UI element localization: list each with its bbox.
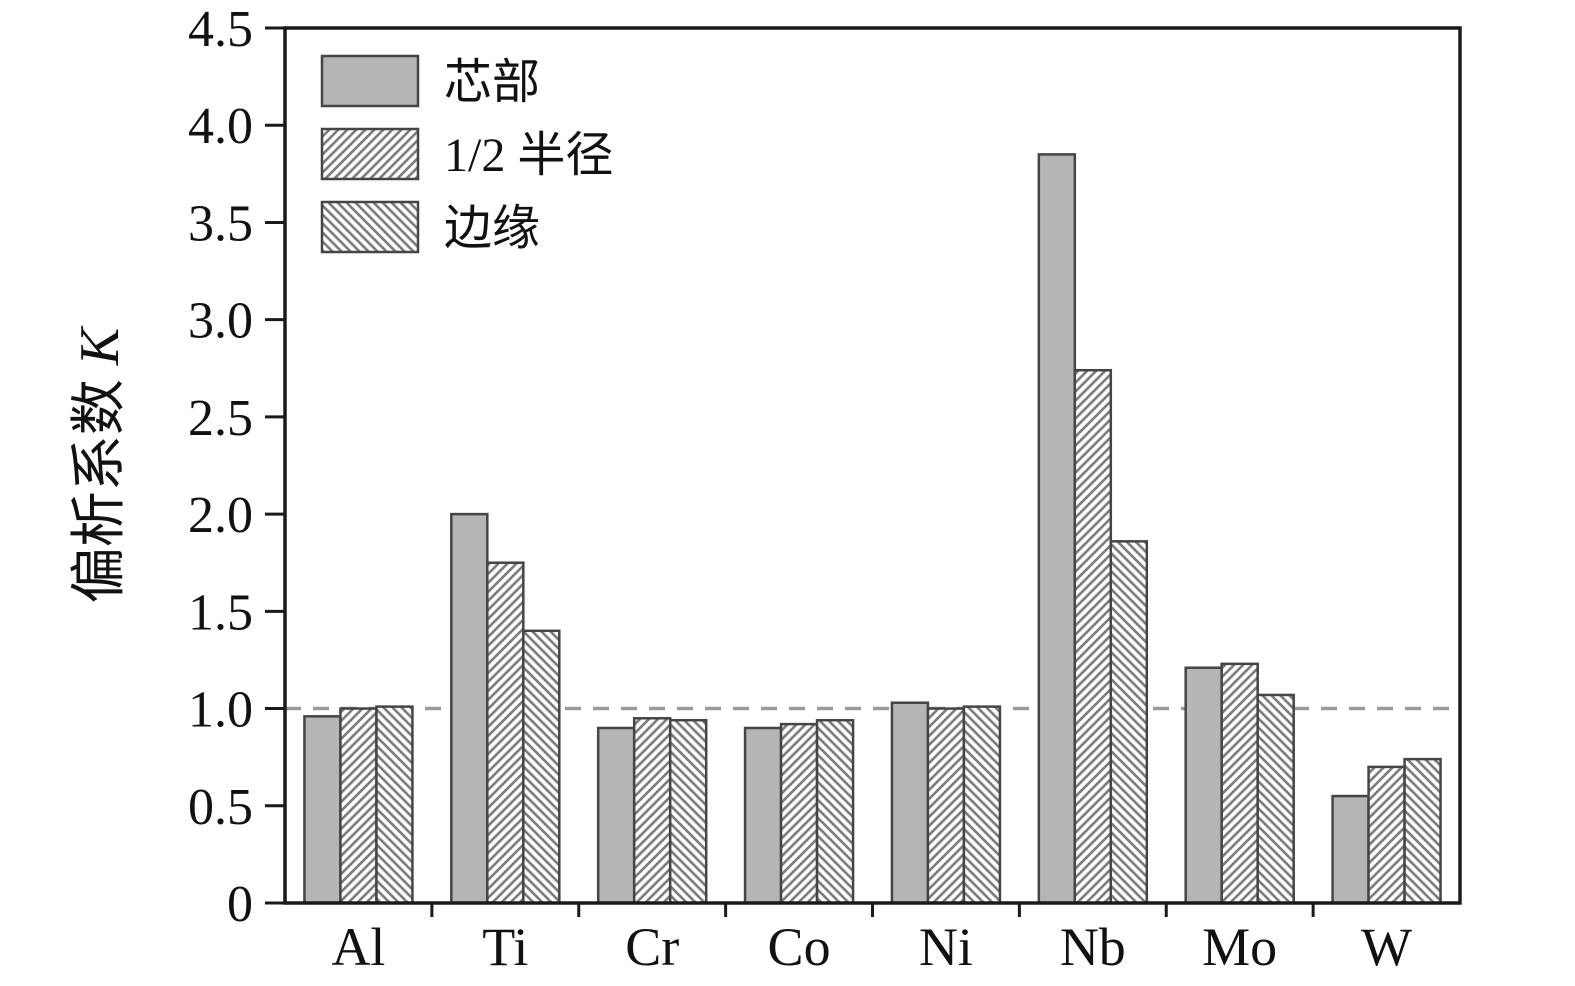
bar-W-2 xyxy=(1403,757,1442,905)
y-tick-label: 2.0 xyxy=(188,487,253,544)
y-tick-label: 3.0 xyxy=(188,293,253,350)
x-category-label: Ti xyxy=(482,917,528,977)
bar-W-1 xyxy=(1367,765,1406,905)
bar-Cr-2 xyxy=(668,718,708,905)
x-category-label: W xyxy=(1361,917,1412,977)
bar-W-0 xyxy=(1331,794,1370,905)
bar-Mo-1 xyxy=(1220,662,1259,905)
legend-label-0: 芯部 xyxy=(444,56,540,109)
y-tick-label: 1.0 xyxy=(188,682,253,739)
legend-swatch-1 xyxy=(320,127,420,181)
x-category-label: Cr xyxy=(625,917,679,977)
x-category-label: Al xyxy=(331,917,385,977)
bar-Al-2 xyxy=(375,705,414,905)
bar-Ti-0 xyxy=(450,512,489,905)
legend-swatch-0 xyxy=(320,54,420,108)
legend-swatch-2 xyxy=(320,200,420,254)
legend-label-1: 1/2 半径 xyxy=(444,129,613,182)
x-category-label: Co xyxy=(768,917,831,977)
bar-Ni-0 xyxy=(890,701,930,905)
bar-Nb-2 xyxy=(1109,540,1149,905)
x-axis: Al Ti Cr Co Ni Nb Mo W xyxy=(331,903,1412,977)
bars xyxy=(303,153,1442,905)
bar-Nb-1 xyxy=(1073,368,1113,905)
y-tick-label: 2.5 xyxy=(188,390,253,447)
bar-Nb-0 xyxy=(1037,153,1077,905)
bar-Al-1 xyxy=(339,707,378,905)
bar-Ni-2 xyxy=(962,705,1002,905)
y-tick-label: 0 xyxy=(227,876,253,933)
legend-label-2: 边缘 xyxy=(444,202,540,255)
y-tick-label: 4.0 xyxy=(188,98,253,155)
y-axis-title: 偏析系数 K xyxy=(69,325,131,603)
y-tick-label: 3.5 xyxy=(188,195,253,252)
x-category-label: Nb xyxy=(1060,917,1126,977)
bar-Cr-1 xyxy=(632,717,672,905)
bar-Cr-0 xyxy=(596,726,636,905)
bar-Co-1 xyxy=(779,722,819,905)
y-tick-label: 0.5 xyxy=(188,779,253,836)
bar-Al-0 xyxy=(303,715,342,905)
bar-Mo-2 xyxy=(1256,693,1295,905)
x-category-label: Mo xyxy=(1202,917,1277,977)
y-tick-label: 1.5 xyxy=(188,584,253,641)
bar-Co-2 xyxy=(815,718,855,905)
y-axis: 0 0.5 1.0 1.5 2.0 2.5 3.0 3.5 4.0 4.5 xyxy=(188,1,285,933)
x-category-label: Ni xyxy=(919,917,973,977)
y-tick-label: 4.5 xyxy=(188,1,253,58)
bar-Ti-1 xyxy=(486,561,525,905)
bar-Ni-1 xyxy=(926,707,966,905)
bar-Ti-2 xyxy=(522,629,561,905)
bar-Mo-0 xyxy=(1184,666,1223,905)
bar-Co-0 xyxy=(743,726,783,905)
